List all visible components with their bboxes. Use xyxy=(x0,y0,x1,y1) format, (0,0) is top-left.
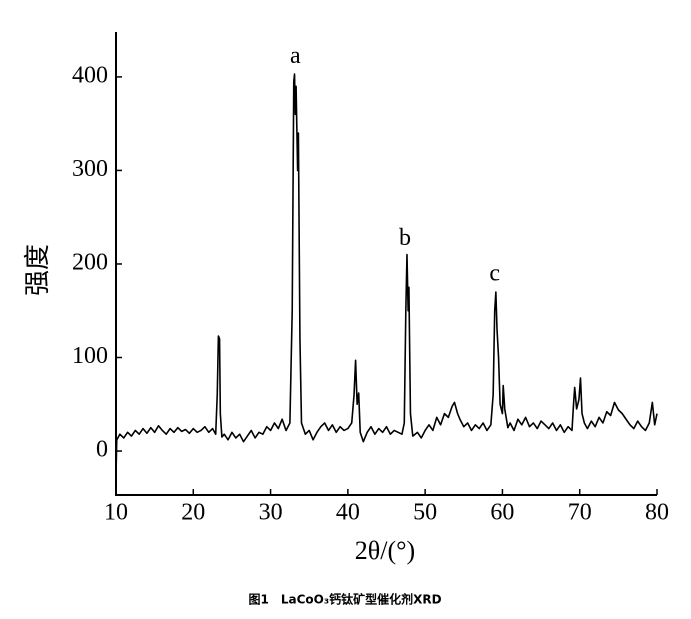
caption: 图1 LaCoO₃钙钛矿型催化剂XRD xyxy=(248,592,441,607)
x-tick-label: 20 xyxy=(181,500,205,526)
peak-annotation: c xyxy=(489,261,500,287)
x-tick-label: 60 xyxy=(490,500,514,526)
y-tick-label: 300 xyxy=(72,156,108,182)
x-tick-label: 30 xyxy=(259,500,283,526)
x-axis-label: 2θ/(°) xyxy=(355,536,415,565)
peak-annotation: a xyxy=(290,43,301,69)
x-tick-label: 80 xyxy=(645,500,669,526)
x-tick-label: 50 xyxy=(413,500,437,526)
x-tick-label: 40 xyxy=(336,500,360,526)
y-axis-label: 强度 xyxy=(23,244,52,296)
y-tick-label: 400 xyxy=(72,62,108,88)
y-tick-label: 0 xyxy=(96,437,108,463)
x-tick-label: 10 xyxy=(104,500,128,526)
x-tick-label: 70 xyxy=(568,500,592,526)
peak-annotation: b xyxy=(399,225,411,251)
y-tick-label: 200 xyxy=(72,249,108,275)
xrd-line xyxy=(115,73,658,475)
y-tick-label: 100 xyxy=(72,343,108,369)
